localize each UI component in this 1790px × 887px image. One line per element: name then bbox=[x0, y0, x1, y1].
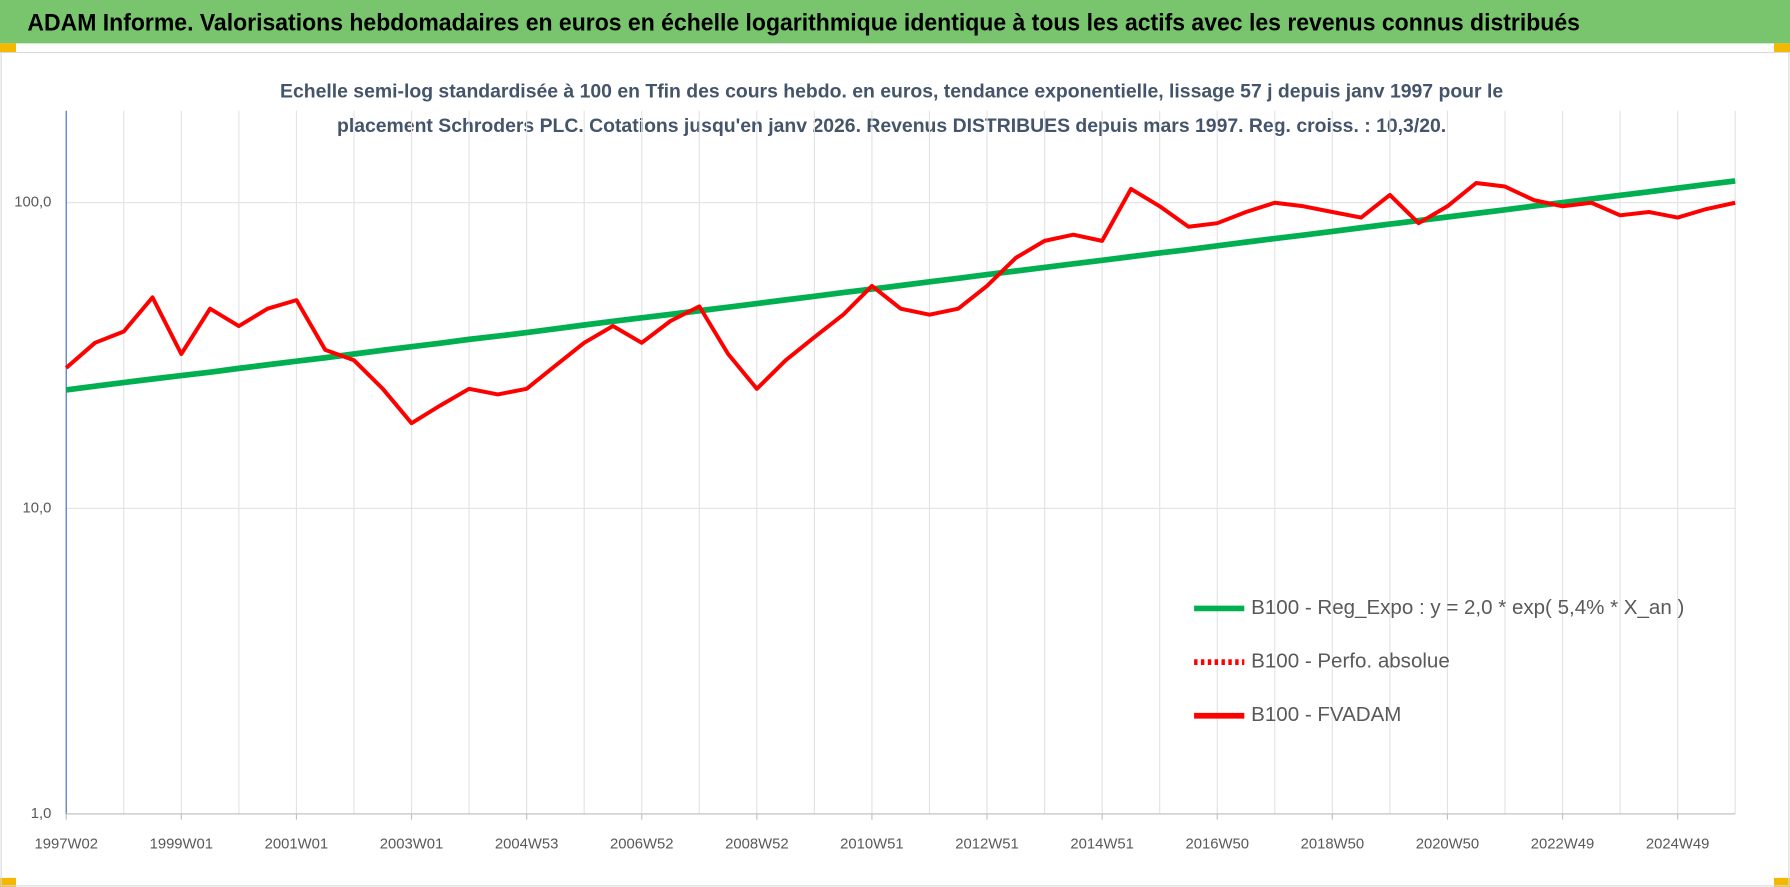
x-tick-label: 2024W49 bbox=[1646, 837, 1709, 853]
chart-title: placement Schroders PLC. Cotations jusqu… bbox=[337, 115, 1446, 137]
corner bbox=[0, 43, 16, 53]
x-tick-label: 2010W51 bbox=[840, 837, 903, 853]
x-tick-label: 1997W02 bbox=[34, 837, 97, 853]
header-title: ADAM Informe. Valorisations hebdomadaire… bbox=[27, 9, 1580, 36]
x-tick-label: 2012W51 bbox=[955, 837, 1018, 853]
chart-border bbox=[0, 51, 1790, 887]
legend-label: B100 - Perfo. absolue bbox=[1251, 650, 1450, 673]
x-tick-label: 2014W51 bbox=[1070, 837, 1133, 853]
y-tick-label: 1,0 bbox=[31, 806, 52, 822]
x-tick-label: 2020W50 bbox=[1416, 837, 1479, 853]
corner bbox=[0, 877, 16, 887]
legend-label: B100 - FVADAM bbox=[1251, 703, 1401, 726]
y-tick-label: 10,0 bbox=[23, 500, 52, 516]
corner bbox=[1774, 877, 1790, 887]
header-bar bbox=[0, 0, 1790, 44]
legend-label: B100 - Reg_Expo : y = 2,0 * exp( 5,4% * … bbox=[1251, 596, 1684, 619]
x-tick-label: 2016W50 bbox=[1185, 837, 1248, 853]
corner bbox=[1774, 43, 1790, 53]
x-tick-label: 2001W01 bbox=[265, 837, 328, 853]
x-tick-label: 2008W52 bbox=[725, 837, 788, 853]
x-tick-label: 2022W49 bbox=[1531, 837, 1594, 853]
series-line bbox=[64, 180, 1736, 426]
x-tick-label: 1999W01 bbox=[150, 837, 213, 853]
y-tick-label: 100,0 bbox=[14, 195, 51, 211]
x-tick-label: 2004W53 bbox=[495, 837, 558, 853]
x-tick-label: 2018W50 bbox=[1301, 837, 1364, 853]
x-tick-label: 2003W01 bbox=[380, 837, 443, 853]
x-tick-label: 2006W52 bbox=[610, 837, 673, 853]
chart-title: Echelle semi-log standardisée à 100 en T… bbox=[280, 81, 1503, 103]
